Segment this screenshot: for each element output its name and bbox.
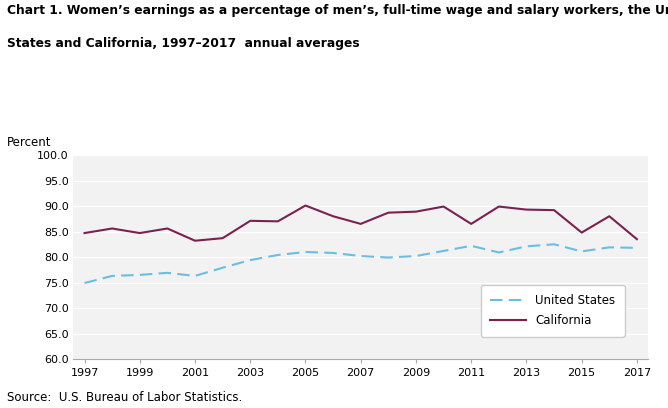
California <box>81 231 89 235</box>
United States <box>136 273 144 277</box>
California <box>440 204 448 209</box>
California <box>605 214 613 219</box>
California <box>522 207 530 212</box>
California <box>136 231 144 235</box>
California <box>550 208 558 213</box>
California <box>191 238 199 243</box>
United States <box>467 243 475 248</box>
Text: States and California, 1997–2017  annual averages: States and California, 1997–2017 annual … <box>7 37 359 50</box>
United States <box>357 253 365 259</box>
United States <box>301 249 309 255</box>
California <box>246 218 255 223</box>
Line: United States: United States <box>85 244 637 283</box>
Text: Source:  U.S. Bureau of Labor Statistics.: Source: U.S. Bureau of Labor Statistics. <box>7 391 242 404</box>
California <box>218 236 226 241</box>
United States <box>633 246 641 251</box>
United States <box>274 253 282 257</box>
Text: Percent: Percent <box>7 136 51 149</box>
California <box>467 222 475 226</box>
United States <box>440 248 448 253</box>
United States <box>108 273 116 278</box>
United States <box>522 244 530 249</box>
California <box>108 226 116 231</box>
United States <box>412 253 420 259</box>
United States <box>605 245 613 250</box>
California <box>578 230 586 235</box>
United States <box>81 281 89 286</box>
United States <box>578 249 586 254</box>
Legend: United States, California: United States, California <box>481 285 625 337</box>
California <box>495 204 503 209</box>
United States <box>329 251 337 255</box>
United States <box>164 271 172 275</box>
United States <box>495 250 503 255</box>
United States <box>191 273 199 278</box>
California <box>412 209 420 214</box>
United States <box>218 265 226 270</box>
California <box>301 203 309 208</box>
California <box>274 219 282 224</box>
United States <box>550 242 558 247</box>
California <box>633 237 641 242</box>
California <box>384 210 392 215</box>
California <box>357 222 365 226</box>
United States <box>384 255 392 260</box>
Text: Chart 1. Women’s earnings as a percentage of men’s, full-time wage and salary wo: Chart 1. Women’s earnings as a percentag… <box>7 4 668 17</box>
United States <box>246 258 255 263</box>
California <box>164 226 172 231</box>
California <box>329 214 337 219</box>
Line: California: California <box>85 206 637 241</box>
